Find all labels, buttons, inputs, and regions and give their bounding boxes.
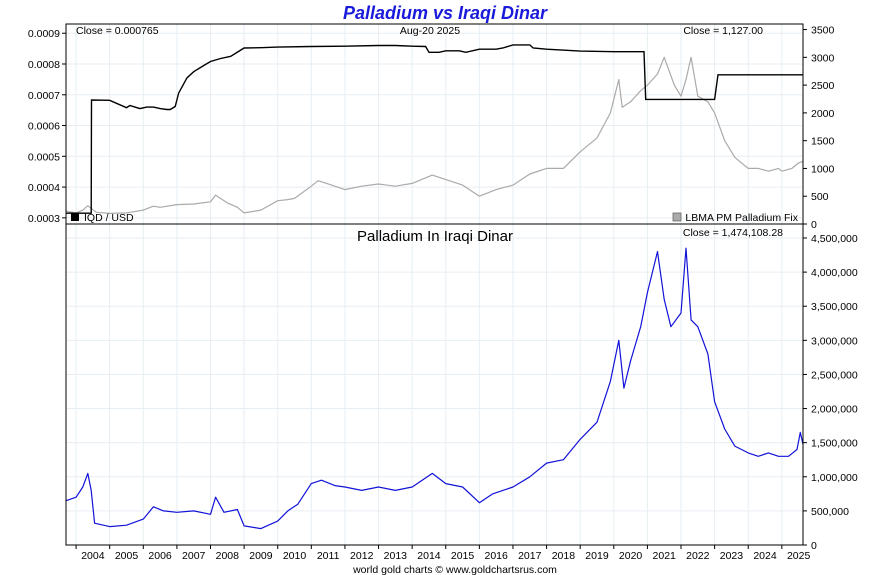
x-tick-label: 2018 bbox=[552, 550, 576, 562]
x-tick-label: 2004 bbox=[81, 550, 105, 562]
top-right-tick-label: 0 bbox=[811, 219, 817, 231]
x-tick-label: 2006 bbox=[148, 550, 172, 562]
bottom-right-tick-label: 1,500,000 bbox=[811, 438, 858, 450]
top-right-tick-label: 1000 bbox=[811, 163, 835, 175]
x-tick-label: 2015 bbox=[451, 550, 475, 562]
top-right-axis: 0 500 1000 1500 2000 2500 3000 3500 bbox=[803, 25, 835, 231]
top-right-tick-label: 3000 bbox=[811, 52, 835, 64]
iqd-series-line bbox=[66, 44, 803, 214]
x-tick-label: 2022 bbox=[686, 550, 710, 562]
date-label: Aug-20 2025 bbox=[400, 25, 460, 37]
x-tick-label: 2025 bbox=[787, 550, 811, 562]
bottom-panel-frame bbox=[65, 223, 804, 546]
x-tick-label: 2008 bbox=[216, 550, 240, 562]
x-tick-label: 2010 bbox=[283, 550, 307, 562]
iqd-close-label: Close = 0.000765 bbox=[76, 25, 159, 37]
x-tick-label: 2019 bbox=[585, 550, 609, 562]
top-left-axis: 0.0003 0.0004 0.0005 0.0006 0.0007 0.0008 0.00… bbox=[28, 28, 66, 225]
bottom-right-tick-label: 2,000,000 bbox=[811, 404, 858, 416]
top-right-tick-label: 2500 bbox=[811, 80, 835, 92]
palladium-series-line bbox=[65, 56, 804, 214]
top-right-tick-label: 1500 bbox=[811, 136, 835, 148]
bottom-right-tick-label: 3,500,000 bbox=[811, 301, 858, 313]
bottom-right-tick-label: 2,500,000 bbox=[811, 369, 858, 381]
x-tick-label: 2009 bbox=[249, 550, 273, 562]
x-tick-label: 2016 bbox=[484, 550, 508, 562]
bottom-right-axis: 0 500,000 1,000,000 1,500,000 2,000,000 2,500… bbox=[803, 233, 858, 552]
bottom-right-tick-label: 4,500,000 bbox=[811, 233, 858, 245]
top-right-tick-label: 3500 bbox=[811, 25, 835, 37]
x-tick-label: 2021 bbox=[653, 550, 677, 562]
x-axis: 2004 2005 2006 2007 2008 2009 2010 2011 2012 2013… bbox=[75, 545, 811, 562]
top-left-tick-label: 0.0005 bbox=[28, 151, 60, 163]
top-left-tick-label: 0.0003 bbox=[28, 213, 60, 225]
footer-credit: world gold charts © www.goldchartsrus.co… bbox=[352, 564, 557, 575]
x-tick-label: 2007 bbox=[182, 550, 206, 562]
bottom-right-tick-label: 1,000,000 bbox=[811, 472, 858, 484]
x-tick-label: 2023 bbox=[720, 550, 744, 562]
iqd-legend-swatch bbox=[71, 213, 79, 221]
dinar-close-label: Close = 1,474,108.28 bbox=[683, 227, 783, 239]
bottom-right-tick-label: 4,000,000 bbox=[811, 267, 858, 279]
palladium-legend-label: LBMA PM Palladium Fix bbox=[685, 212, 798, 224]
palladium-legend-swatch bbox=[672, 212, 682, 222]
x-tick-label: 2013 bbox=[384, 550, 408, 562]
bottom-right-tick-label: 3,000,000 bbox=[811, 335, 858, 347]
bottom-panel-title: Palladium In Iraqi Dinar bbox=[357, 228, 513, 245]
bottom-right-tick-label: 500,000 bbox=[811, 506, 849, 518]
x-tick-label: 2011 bbox=[317, 550, 340, 562]
bottom-panel-series bbox=[65, 247, 804, 530]
top-left-tick-label: 0.0004 bbox=[28, 182, 60, 194]
x-tick-label: 2020 bbox=[619, 550, 643, 562]
iqd-legend-label: IQD / USD bbox=[84, 212, 134, 224]
top-left-tick-label: 0.0006 bbox=[28, 121, 60, 133]
x-tick-label: 2017 bbox=[518, 550, 542, 562]
top-right-tick-label: 2000 bbox=[811, 108, 835, 120]
x-tick-label: 2012 bbox=[350, 550, 374, 562]
top-panel-series bbox=[65, 44, 804, 214]
x-tick-label: 2014 bbox=[417, 550, 441, 562]
x-tick-label: 2005 bbox=[115, 550, 139, 562]
top-left-tick-label: 0.0008 bbox=[28, 59, 60, 71]
top-right-tick-label: 500 bbox=[811, 191, 829, 203]
chart-title: Palladium vs Iraqi Dinar bbox=[343, 3, 548, 23]
x-tick-label: 2024 bbox=[753, 550, 777, 562]
bottom-right-tick-label: 0 bbox=[811, 540, 817, 552]
palladium-in-dinar-line bbox=[65, 247, 804, 530]
top-left-tick-label: 0.0009 bbox=[28, 28, 60, 40]
top-left-tick-label: 0.0007 bbox=[28, 90, 60, 102]
palladium-close-label: Close = 1,127.00 bbox=[683, 25, 763, 37]
